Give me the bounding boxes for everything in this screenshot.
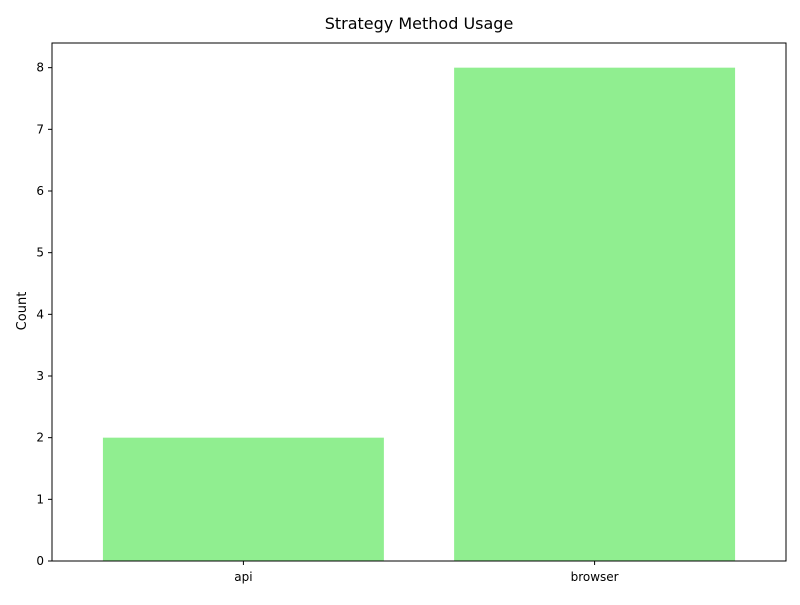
bar-browser xyxy=(454,67,736,562)
y-tick-label: 3 xyxy=(36,369,44,383)
y-tick-label: 5 xyxy=(36,246,44,260)
bar-api xyxy=(102,437,384,561)
y-tick-label: 1 xyxy=(36,492,44,506)
y-tick-label: 6 xyxy=(36,184,44,198)
y-tick-label: 8 xyxy=(36,61,44,75)
y-tick-label: 0 xyxy=(36,554,44,568)
x-tick-label: browser xyxy=(571,570,619,584)
y-tick-label: 2 xyxy=(36,431,44,445)
y-tick-label: 4 xyxy=(36,307,44,321)
plot-frame xyxy=(51,42,787,562)
bars-group xyxy=(102,67,736,562)
chart-title: Strategy Method Usage xyxy=(325,14,514,33)
y-axis-ticks: 0 1 2 3 4 5 6 7 8 xyxy=(36,61,52,568)
x-tick-label: api xyxy=(234,570,252,584)
y-axis-label: Count xyxy=(15,292,30,331)
x-axis-ticks: api browser xyxy=(234,561,619,584)
y-tick-label: 7 xyxy=(36,122,44,136)
